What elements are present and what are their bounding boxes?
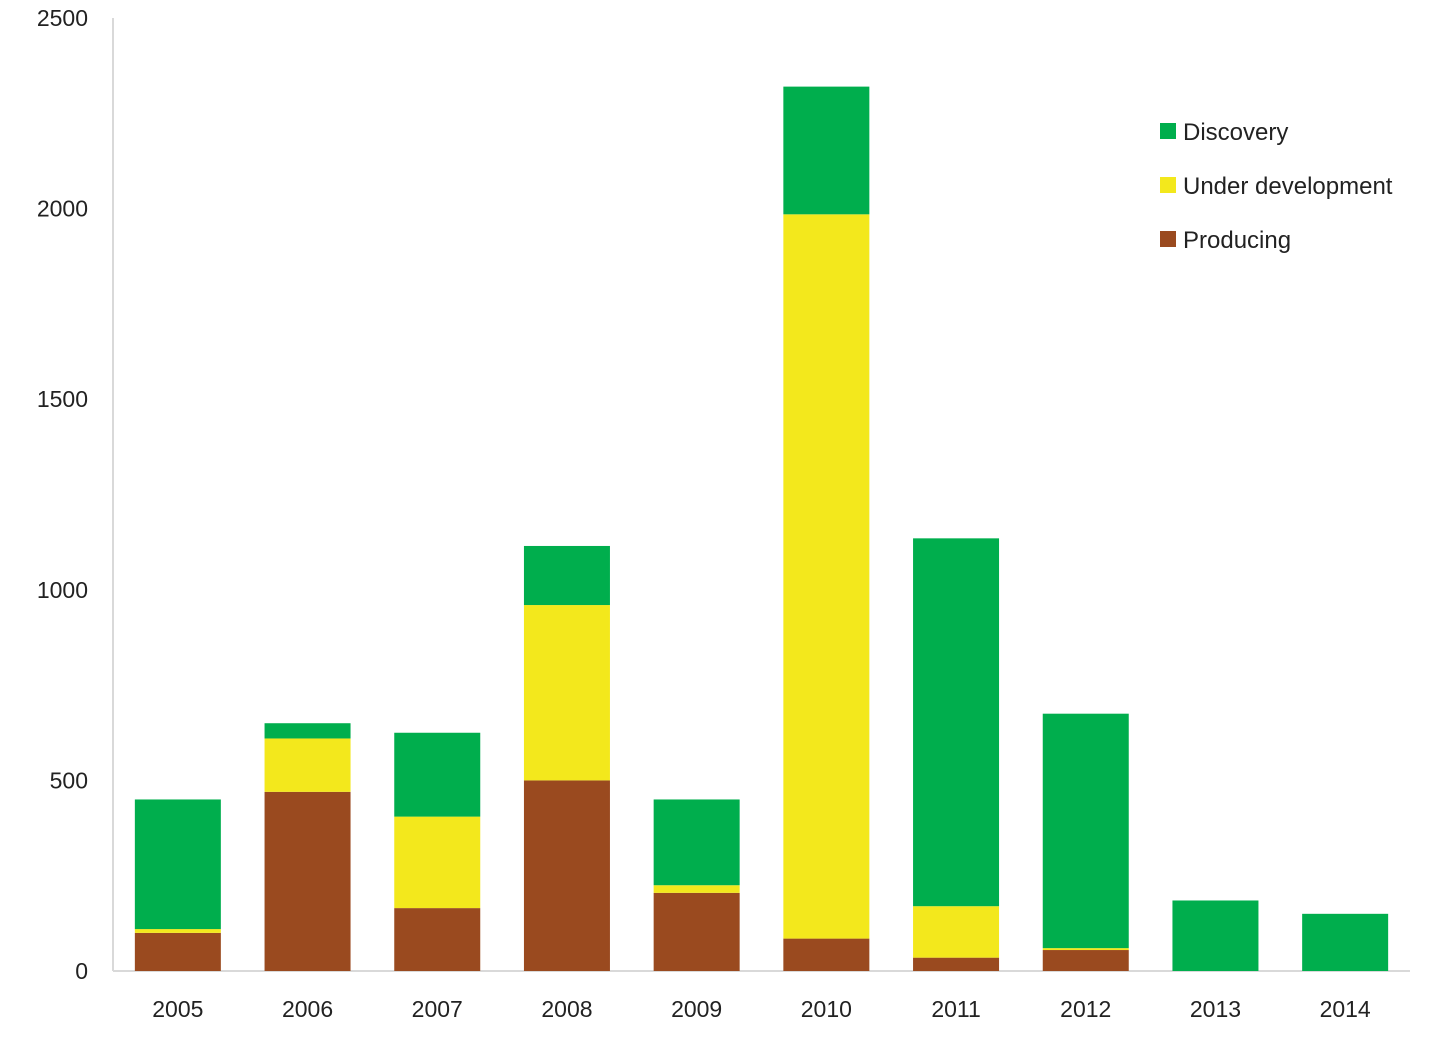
x-tick-label: 2009	[671, 996, 722, 1022]
bar-discovery-2007	[394, 732, 481, 817]
legend-item-producing: Producing	[1160, 227, 1291, 254]
bar-discovery-2011	[913, 538, 1000, 907]
bar-under-development-2009	[653, 885, 740, 893]
bar-under-development-2005	[134, 929, 221, 933]
x-tick-label: 2011	[931, 996, 980, 1022]
x-tick-label: 2005	[152, 996, 203, 1022]
y-tick-label: 2500	[37, 5, 88, 31]
legend-label: Under development	[1183, 173, 1393, 200]
bar-producing-2007	[394, 908, 481, 971]
legend-label: Discovery	[1183, 119, 1288, 146]
bar-under-development-2008	[523, 605, 610, 781]
legend: Discovery Under development Producing	[1160, 119, 1393, 254]
y-tick-label: 1000	[37, 577, 88, 603]
legend-swatch	[1160, 231, 1176, 247]
x-tick-label: 2013	[1190, 996, 1241, 1022]
bar-under-development-2010	[783, 214, 870, 939]
legend-swatch	[1160, 177, 1176, 193]
x-tick-label: 2008	[541, 996, 592, 1022]
bar-producing-2011	[913, 957, 1000, 971]
bar-discovery-2010	[783, 86, 870, 215]
bar-discovery-2013	[1172, 900, 1259, 971]
bar-discovery-2005	[134, 799, 221, 930]
bar-producing-2008	[523, 780, 610, 971]
bar-producing-2006	[264, 791, 351, 971]
legend-item-discovery: Discovery	[1160, 119, 1288, 146]
y-tick-labels: 0 500 1000 1500 2000 2500	[37, 5, 88, 984]
bar-under-development-2006	[264, 738, 351, 792]
bar-producing-2012	[1042, 950, 1129, 971]
bar-producing-2005	[134, 932, 221, 971]
x-tick-label: 2006	[282, 996, 333, 1022]
bars	[134, 86, 1389, 971]
bar-under-development-2012	[1042, 948, 1129, 951]
bar-producing-2010	[783, 938, 870, 971]
legend-item-under-development: Under development	[1160, 173, 1393, 200]
x-tick-label: 2012	[1060, 996, 1111, 1022]
bar-discovery-2012	[1042, 713, 1129, 949]
bar-under-development-2011	[913, 906, 1000, 958]
bar-under-development-2007	[394, 816, 481, 909]
x-tick-label: 2007	[412, 996, 463, 1022]
bar-discovery-2008	[523, 545, 610, 606]
y-tick-label: 1500	[37, 386, 88, 412]
legend-swatch	[1160, 123, 1176, 139]
bar-discovery-2009	[653, 799, 740, 886]
x-tick-labels: 2005 2006 2007 2008 2009 2010 2011 2012 2013 2014	[152, 996, 1371, 1022]
bar-producing-2009	[653, 892, 740, 971]
legend-label: Producing	[1183, 227, 1291, 254]
y-tick-label: 2000	[37, 196, 88, 222]
x-tick-label: 2010	[801, 996, 852, 1022]
y-tick-label: 0	[75, 958, 88, 984]
x-tick-label: 2014	[1320, 996, 1371, 1022]
bar-discovery-2006	[264, 723, 351, 739]
y-tick-label: 500	[50, 767, 88, 793]
bar-discovery-2014	[1302, 913, 1389, 971]
